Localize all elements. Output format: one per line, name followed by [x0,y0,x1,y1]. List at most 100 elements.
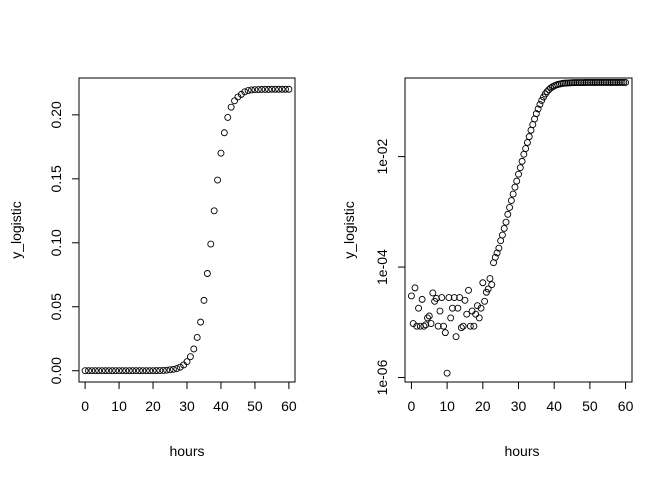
right-data-point [595,79,603,86]
left-data-point [278,85,286,93]
right-data-point [466,322,474,330]
left-x-tick-label: 0 [81,398,89,414]
right-y-tick-label: 1e-02 [374,138,390,174]
left-data-point [149,367,157,375]
right-x-tick-label: 10 [439,398,455,414]
right-data-point [586,79,594,86]
left-data-point [197,318,205,326]
right-y-tick-label: 1e-06 [374,359,390,395]
left-data-point [227,103,235,111]
left-data-point [200,296,208,304]
right-data-point [447,314,455,322]
left-x-tick-label: 10 [111,398,127,414]
right-data-point [459,322,467,330]
left-data-point [115,367,123,375]
right-data-point [420,322,428,330]
right-data-point [507,197,515,205]
right-data-point [614,79,622,86]
left-y-tick-label: 0.05 [48,293,64,320]
left-data-point [275,85,283,93]
right-x-tick-label: 20 [475,398,491,414]
right-data-point [498,231,506,239]
left-y-ticks: 0.00 0.05 0.10 0.15 0.20 [48,101,80,384]
right-data-point [582,79,590,86]
right-data-point [577,79,585,86]
left-data-point [193,334,201,341]
right-data-point [429,289,437,297]
right-x-tick-label: 50 [582,398,598,414]
left-data-point [210,207,218,215]
left-x-axis-label: hours [169,443,204,459]
right-data-point [523,139,531,146]
left-data-point [105,367,113,375]
left-data-point [186,353,194,361]
left-data-point [268,85,276,93]
right-data-point [597,79,605,86]
right-data-point [611,79,619,86]
left-data-point [95,367,103,375]
right-data-point [620,79,628,86]
right-data-point [440,322,447,330]
right-data-point [457,324,465,332]
right-data-point [497,237,505,245]
left-data-point [163,366,171,374]
left-data-point [173,365,181,373]
left-data-point [244,87,252,94]
right-data-point [520,150,528,158]
right-data-point [438,294,446,302]
left-plot-frame [78,77,296,383]
left-data-point [282,85,289,93]
left-y-tick-label: 0.15 [48,165,64,192]
right-data-point [516,164,524,172]
left-data-point [91,367,99,375]
left-data-point [258,85,266,93]
right-data-point [432,295,440,302]
left-data-point [271,85,279,93]
right-data-point [541,90,549,98]
left-x-tick-label: 20 [145,398,161,414]
right-data-point [590,79,597,86]
right-data-point [434,322,442,330]
right-y-axis-label: y_logistic [341,201,357,259]
left-data-point [108,367,116,375]
left-data-point [190,345,198,353]
right-data-point [613,79,621,86]
left-data-point [169,365,177,373]
right-data-points [407,79,630,377]
right-data-point [411,284,419,292]
right-data-point [475,314,483,322]
left-y-tick-label: 0.20 [48,101,64,128]
right-plot-frame [404,77,633,383]
left-y-tick-label: 0.10 [48,229,64,256]
right-data-point [456,294,464,302]
right-data-point [600,79,608,86]
right-data-point [468,307,476,315]
right-x-tick-label: 60 [618,398,634,414]
right-data-point [465,286,472,294]
left-data-point [261,85,269,93]
left-data-point [156,367,164,374]
left-data-point [231,97,238,105]
right-data-point [441,329,449,337]
left-data-point [248,86,255,94]
right-data-point [622,79,630,86]
right-data-point [529,121,537,129]
left-data-point [129,367,137,375]
left-data-point [183,358,191,366]
right-data-point [477,304,485,312]
left-data-points [81,85,293,375]
right-data-point [502,218,510,226]
right-data-point [602,79,610,86]
right-data-point [593,79,601,86]
right-data-point [616,79,624,86]
right-data-point [449,304,456,312]
right-data-point [581,79,588,86]
left-data-point [125,367,133,375]
left-x-tick-label: 50 [247,398,263,414]
left-data-point [119,367,126,375]
right-y-ticks: 1e-06 1e-04 1e-02 [374,138,406,395]
right-data-point [525,133,533,141]
right-data-point [413,322,421,330]
right-data-point [527,126,535,134]
left-data-point [220,129,228,137]
